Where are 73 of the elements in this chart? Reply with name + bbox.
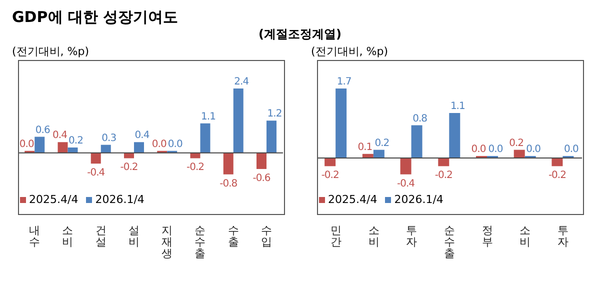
data-label: 0.0 [19, 138, 34, 150]
data-label: 0.2 [509, 138, 524, 149]
data-label: -0.4 [397, 178, 415, 190]
y-axis-title: (전기대비, %p) [310, 44, 390, 58]
x-tick-label: 지재생 [162, 224, 173, 260]
legend-label: 2025.4/4 [28, 193, 78, 206]
data-label: 0.0 [471, 144, 486, 155]
bar [266, 120, 276, 153]
x-tick-label: 수출 [228, 224, 239, 248]
data-label: -0.2 [120, 162, 138, 174]
data-label: 0.0 [152, 138, 166, 150]
bar [200, 123, 210, 153]
data-label: 1.1 [201, 111, 216, 122]
bar [256, 152, 266, 169]
bar [68, 148, 78, 153]
data-label: -0.6 [252, 172, 270, 184]
x-tick-label: 소비 [520, 224, 531, 248]
legend-label: 2026.1/4 [94, 193, 144, 206]
x-tick-label: 정부 [482, 224, 493, 248]
data-label: 0.0 [168, 138, 182, 150]
bar [90, 152, 101, 164]
x-tick-label: 설비 [128, 224, 140, 248]
bar [134, 142, 144, 153]
data-label: -0.4 [87, 168, 105, 179]
data-label: -0.2 [321, 170, 339, 182]
bar [373, 150, 384, 158]
bar [514, 150, 525, 158]
bar [34, 136, 45, 153]
chart-subtitle: (계절조정계열) [258, 26, 342, 43]
bar [233, 88, 244, 153]
bar [336, 88, 347, 158]
x-tick-label: 수입 [260, 224, 272, 248]
x-tick-label: 민간 [330, 224, 342, 248]
data-label: 0.0 [526, 144, 541, 155]
x-tick-label: 내수 [29, 224, 40, 248]
data-label: 1.1 [450, 101, 465, 112]
data-label: 0.4 [134, 130, 150, 142]
data-label: -0.8 [220, 178, 238, 190]
data-label: 0.2 [374, 138, 390, 149]
data-label: -0.2 [548, 170, 566, 182]
bar [449, 113, 460, 158]
x-tick-label: 소비 [62, 224, 74, 248]
bar [400, 158, 412, 174]
data-label: 0.0 [488, 144, 503, 155]
data-label: 0.0 [564, 144, 579, 155]
data-label: 0.3 [102, 132, 116, 144]
x-tick-label: 건설 [95, 224, 106, 248]
data-label: 1.7 [336, 76, 352, 88]
data-label: 0.2 [68, 136, 84, 147]
x-tick-label: 투자 [558, 224, 569, 248]
y-axis-title: (전기대비, %p) [11, 44, 90, 58]
data-label: 0.4 [52, 130, 68, 142]
data-label: 2.4 [234, 76, 249, 88]
data-label: 0.6 [35, 124, 50, 136]
data-label: 1.2 [267, 108, 282, 120]
bar [552, 158, 563, 166]
x-tick-label: 소비 [368, 224, 380, 248]
bar [411, 125, 422, 158]
bar [100, 144, 111, 153]
data-label: -0.2 [434, 170, 453, 182]
x-tick-label: 투자 [406, 224, 418, 248]
data-label: 0.8 [412, 113, 428, 124]
data-label: -0.2 [186, 162, 204, 174]
chart-title: GDP에 대한 성장기여도 [12, 8, 178, 27]
bar [324, 158, 336, 166]
bar [58, 142, 68, 153]
legend-label: 2026.1/4 [393, 193, 444, 206]
data-label: 0.1 [358, 142, 372, 153]
x-tick-label: 순수출 [194, 224, 206, 260]
legend-label: 2025.4/4 [327, 193, 378, 206]
bar [438, 158, 450, 166]
bar [223, 152, 234, 174]
x-tick-label: 순수출 [444, 224, 455, 260]
